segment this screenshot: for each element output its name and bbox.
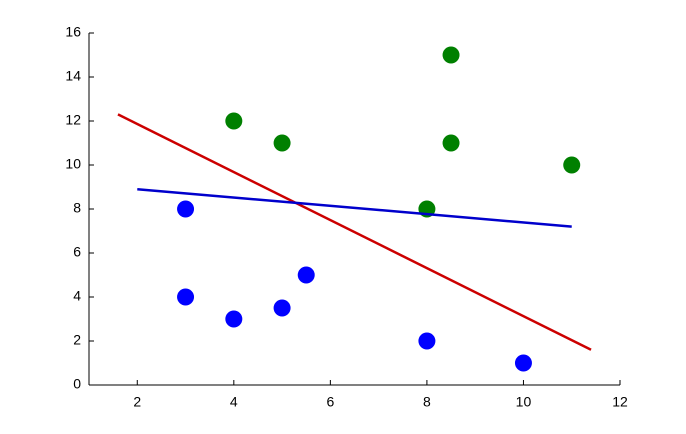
point [442,46,460,64]
point [418,332,436,350]
x-tick-label: 12 [612,394,628,410]
point [225,310,243,328]
fit-line [117,113,592,351]
y-tick-label: 16 [65,24,81,40]
point [177,200,195,218]
point [442,134,460,152]
y-tick-label: 0 [73,376,81,392]
y-tick-label: 12 [65,112,81,128]
y-tick-label: 2 [73,332,81,348]
point [297,266,315,284]
x-tick-label: 4 [230,394,238,410]
point [177,288,195,306]
x-tick-label: 6 [326,394,334,410]
y-tick-label: 10 [65,156,81,172]
point [563,156,581,174]
y-tick-label: 8 [73,200,81,216]
point [273,134,291,152]
point [225,112,243,130]
point [273,299,291,317]
point [514,354,532,372]
y-tick-label: 6 [73,244,81,260]
fit-line [137,187,572,228]
x-tick-label: 10 [516,394,532,410]
x-tick-label: 8 [423,394,431,410]
x-tick-label: 2 [133,394,141,410]
y-tick-label: 14 [65,68,81,84]
y-tick-label: 4 [73,288,81,304]
